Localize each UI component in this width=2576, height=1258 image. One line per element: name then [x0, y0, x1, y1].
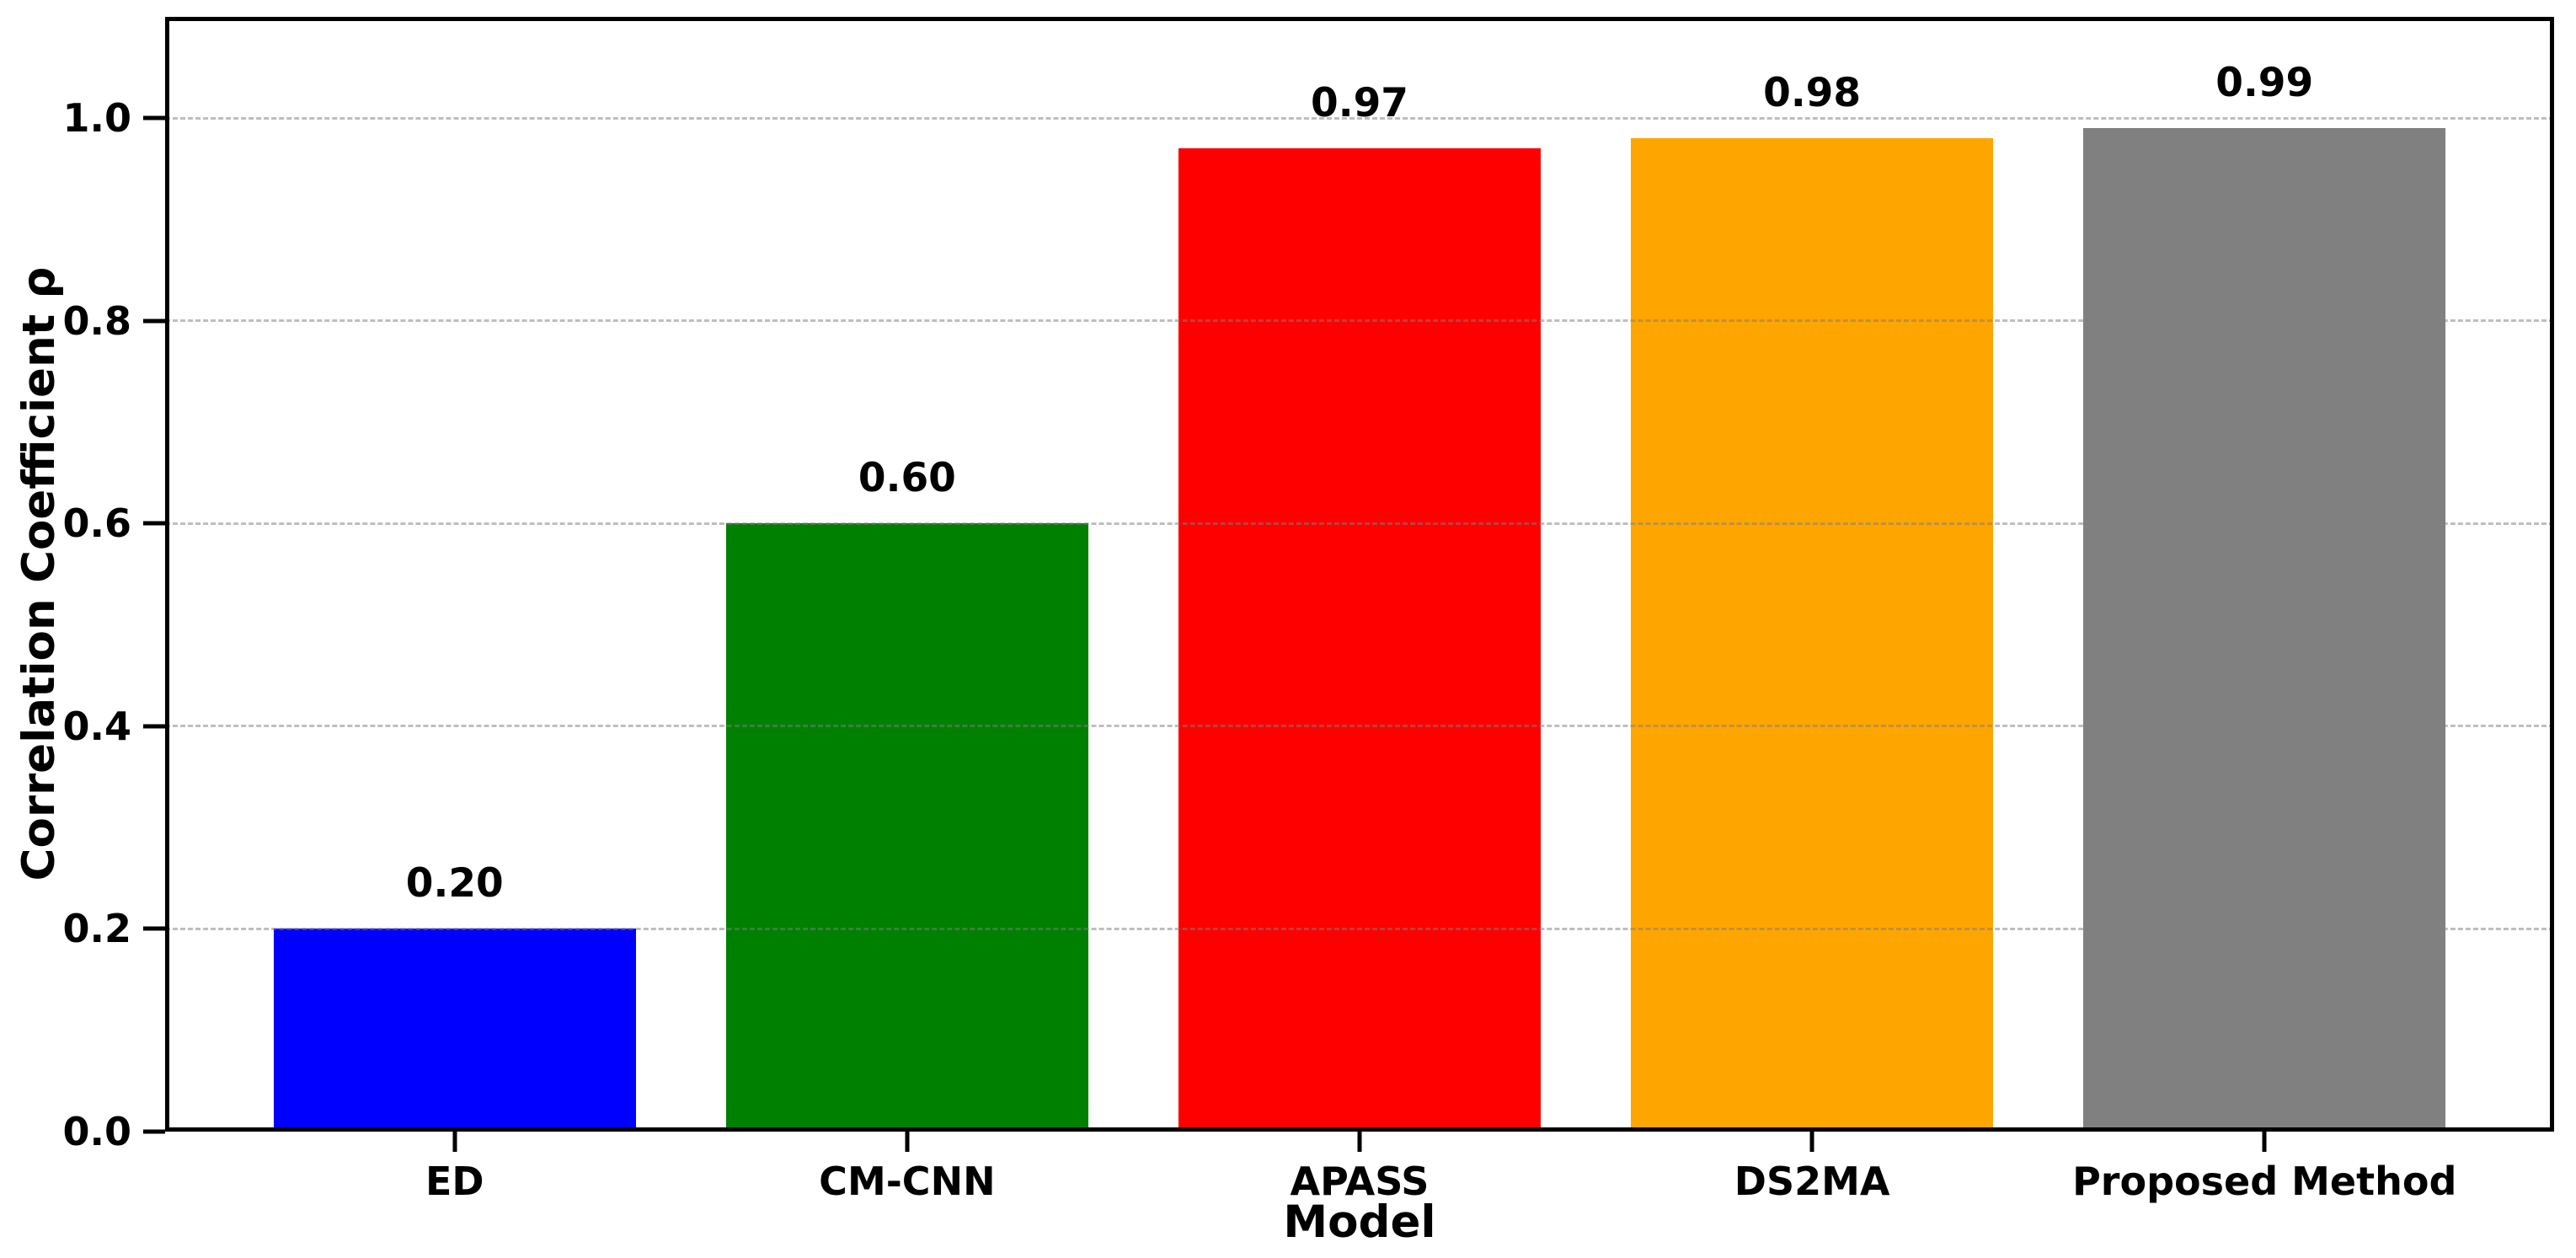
x-category-label: Proposed Method [2072, 1159, 2457, 1204]
y-axis-tick [143, 1129, 165, 1134]
gridline [165, 116, 2554, 120]
y-axis-tick [143, 115, 165, 120]
x-category-label: APASS [1290, 1159, 1430, 1204]
y-axis-tick-label: 0.4 [62, 703, 132, 749]
y-axis-title: Correlation Coefficient ρ [13, 266, 65, 881]
x-category-label: ED [425, 1159, 484, 1204]
bar-value-label: 0.97 [1311, 80, 1408, 127]
bar-value-label: 0.60 [858, 455, 956, 502]
gridline [165, 522, 2554, 525]
y-axis-tick-label: 0.6 [62, 501, 132, 547]
y-axis-tick-label: 0.8 [62, 297, 132, 344]
y-axis-tick [143, 724, 165, 729]
x-category-label: CM-CNN [819, 1159, 996, 1204]
bar-proposed-method [2083, 128, 2446, 1132]
bar-ds2ma [1631, 138, 1993, 1132]
x-axis-tick [905, 1132, 910, 1152]
y-axis-tick [143, 521, 165, 526]
y-axis-tick [143, 319, 165, 324]
y-axis-tick-label: 1.0 [62, 95, 132, 142]
bar-apass [1178, 148, 1541, 1132]
plot-area: 0.0 0.2 0.4 0.6 0.8 1.0 0.20 ED 0.60 CM-CNN 0.97 AP… [63, 17, 2554, 1204]
y-axis-tick-label: 0.2 [62, 906, 132, 952]
bar-cm-cnn [726, 523, 1088, 1132]
bar-value-label: 0.98 [1763, 70, 1862, 117]
gridline [165, 927, 2554, 930]
x-axis-tick [1357, 1132, 1362, 1152]
x-category-label: DS2MA [1734, 1159, 1890, 1204]
x-axis-tick [452, 1132, 457, 1152]
y-axis-tick-label: 0.0 [62, 1109, 132, 1154]
x-axis-tick [1809, 1132, 1814, 1152]
bar-ed [273, 929, 636, 1132]
gridline [165, 319, 2554, 323]
y-axis-tick [143, 926, 165, 931]
x-axis-tick [2262, 1132, 2267, 1152]
gridline [165, 725, 2554, 728]
bar-value-label: 0.20 [405, 860, 504, 907]
bar-value-label: 0.99 [2215, 60, 2314, 107]
x-axis-title: Model [1283, 1196, 1436, 1248]
